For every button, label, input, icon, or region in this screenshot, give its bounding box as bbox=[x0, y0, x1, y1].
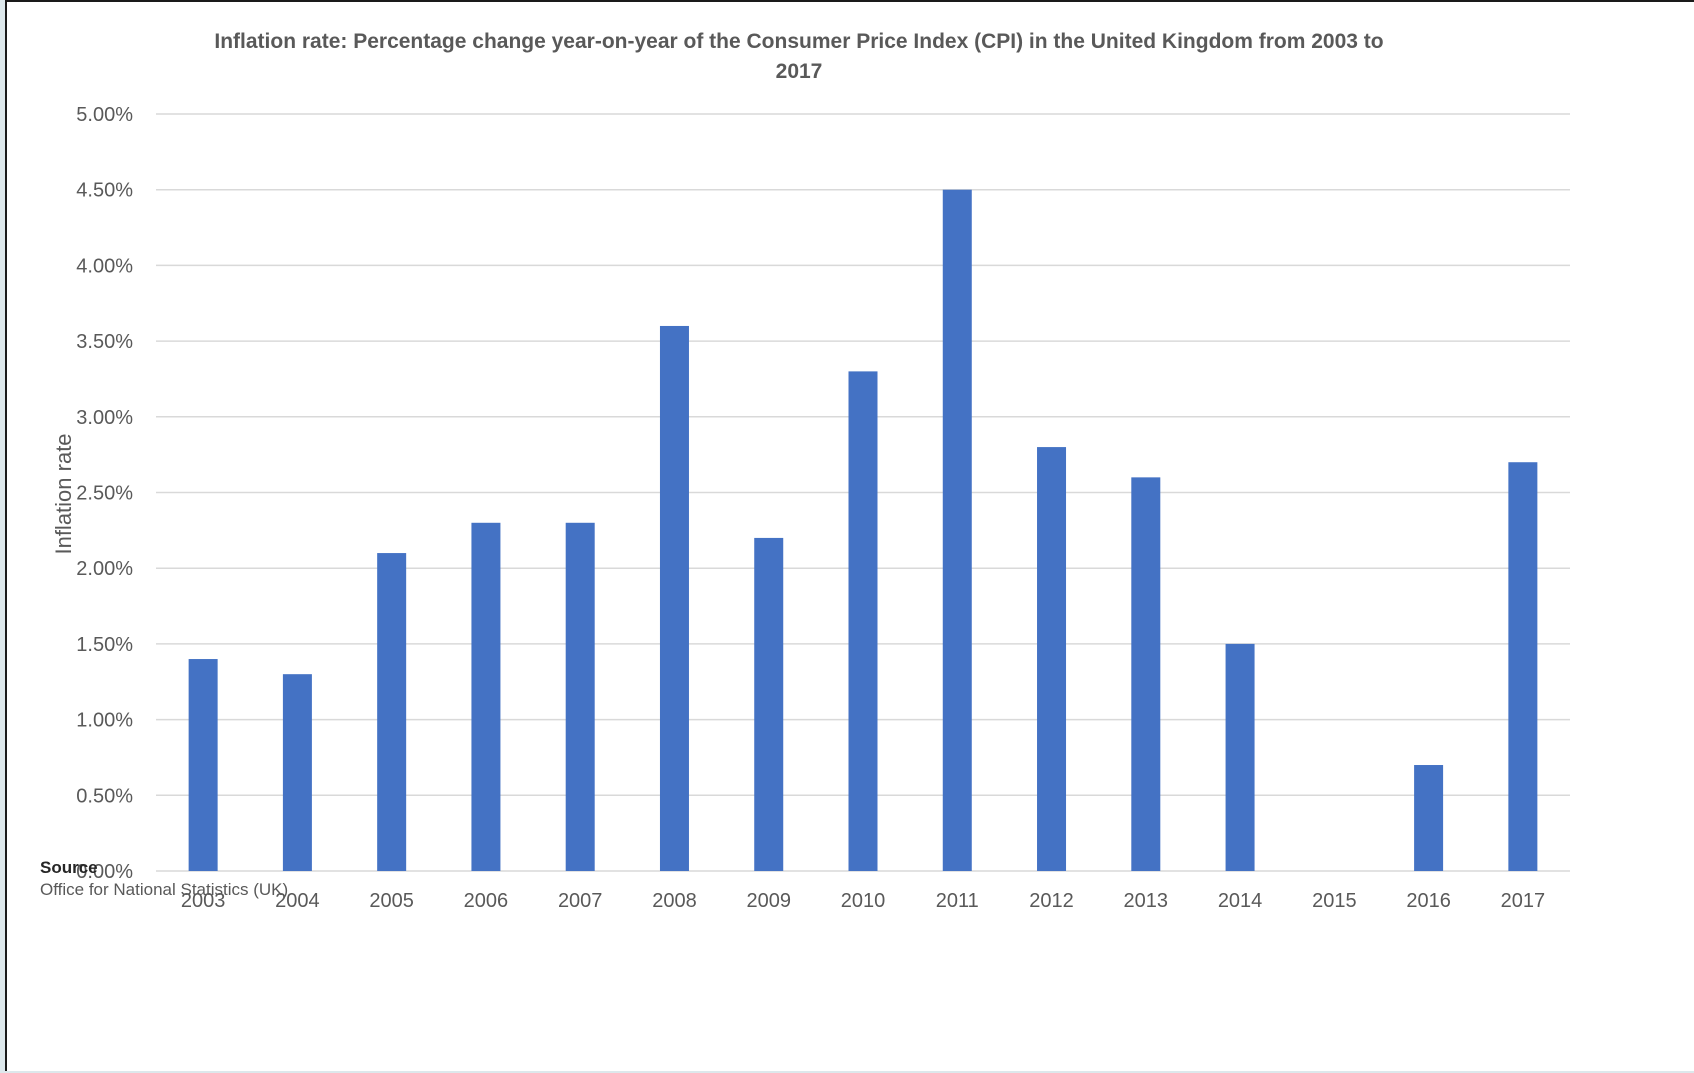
y-tick-label: 3.50% bbox=[76, 331, 133, 353]
y-tick-label: 5.00% bbox=[76, 104, 133, 126]
chart-title: Inflation rate: Percentage change year-o… bbox=[214, 30, 1383, 83]
bar-2017 bbox=[1508, 462, 1538, 871]
bar-2007 bbox=[565, 522, 595, 871]
y-axis-title: Inflation rate bbox=[51, 433, 76, 554]
bar-2012 bbox=[1037, 447, 1067, 871]
x-tick-label: 2013 bbox=[1124, 890, 1169, 912]
y-tick-label: 1.50% bbox=[76, 634, 133, 656]
chart-title-line-2: 2017 bbox=[776, 60, 823, 83]
x-tick-label: 2009 bbox=[746, 890, 791, 912]
bar-2006 bbox=[471, 522, 501, 871]
x-tick-label: 2015 bbox=[1312, 890, 1357, 912]
y-tick-label: 2.00% bbox=[76, 558, 133, 580]
bar-2004 bbox=[282, 674, 312, 871]
x-tick-label: 2017 bbox=[1501, 890, 1546, 912]
x-tick-label: 2014 bbox=[1218, 890, 1263, 912]
bar-2011 bbox=[942, 189, 972, 871]
y-tick-label: 2.50% bbox=[76, 483, 133, 505]
x-tick-label: 2016 bbox=[1406, 890, 1451, 912]
y-tick-label: 4.50% bbox=[76, 180, 133, 202]
bar-2014 bbox=[1225, 643, 1255, 871]
source-note: Source Office for National Statistics (U… bbox=[40, 858, 288, 899]
bar-2013 bbox=[1131, 477, 1161, 871]
x-axis-tick-labels: 2003 2004 2005 2006 2007 2008 2009 2010 2011 2012… bbox=[181, 890, 1545, 912]
x-tick-label: 2003 bbox=[181, 890, 226, 912]
y-tick-label: 4.00% bbox=[76, 255, 133, 277]
y-axis-tick-labels: 0.00% 0.50% 1.00% 1.50% 2.00% 2.50% 3.00% 3.50%… bbox=[76, 104, 133, 883]
source-text: Office for National Statistics (UK) bbox=[40, 880, 288, 899]
bars bbox=[188, 189, 1538, 872]
x-tick-label: 2007 bbox=[558, 890, 603, 912]
y-tick-label: 0.00% bbox=[76, 861, 133, 883]
source-label: Source bbox=[40, 858, 98, 877]
bar-chart: Inflation rate: Percentage change year-o… bbox=[40, 30, 1570, 912]
x-tick-label: 2005 bbox=[369, 890, 414, 912]
x-tick-label: 2004 bbox=[275, 890, 320, 912]
y-tick-label: 1.00% bbox=[76, 710, 133, 732]
x-tick-label: 2012 bbox=[1029, 890, 1074, 912]
x-tick-label: 2008 bbox=[652, 890, 697, 912]
bar-2005 bbox=[377, 553, 407, 871]
x-tick-label: 2010 bbox=[841, 890, 886, 912]
y-tick-label: 0.50% bbox=[76, 785, 133, 807]
chart-frame: Inflation rate: Percentage change year-o… bbox=[5, 0, 1694, 1071]
x-tick-label: 2011 bbox=[936, 890, 979, 912]
bar-2008 bbox=[659, 325, 689, 872]
bar-2009 bbox=[754, 537, 784, 871]
bar-2010 bbox=[848, 371, 878, 871]
chart-title-line-1: Inflation rate: Percentage change year-o… bbox=[214, 30, 1383, 53]
y-tick-label: 3.00% bbox=[76, 407, 133, 429]
bar-2016 bbox=[1414, 765, 1444, 871]
bar-2003 bbox=[188, 659, 218, 871]
x-tick-label: 2006 bbox=[464, 890, 509, 912]
